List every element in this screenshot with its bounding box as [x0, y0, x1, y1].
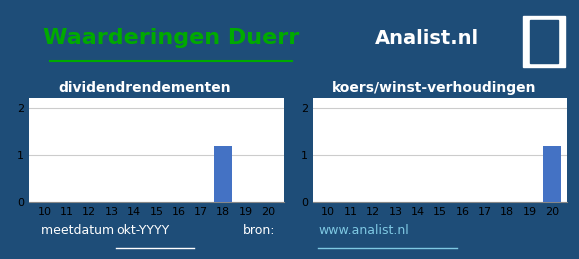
Bar — [530, 20, 558, 63]
Text: www.analist.nl: www.analist.nl — [318, 224, 409, 237]
Text: koers/winst-verhoudingen: koers/winst-verhoudingen — [332, 81, 537, 95]
Text: Waarderingen Duerr: Waarderingen Duerr — [43, 28, 299, 48]
Text: Analist.nl: Analist.nl — [375, 29, 479, 48]
Text: dividendrendementen: dividendrendementen — [58, 81, 231, 95]
Bar — [543, 146, 560, 202]
Text: bron:: bron: — [243, 224, 276, 237]
Text: okt-YYYY: okt-YYYY — [116, 224, 169, 237]
Text: meetdatum: meetdatum — [41, 224, 118, 237]
Bar — [214, 146, 232, 202]
